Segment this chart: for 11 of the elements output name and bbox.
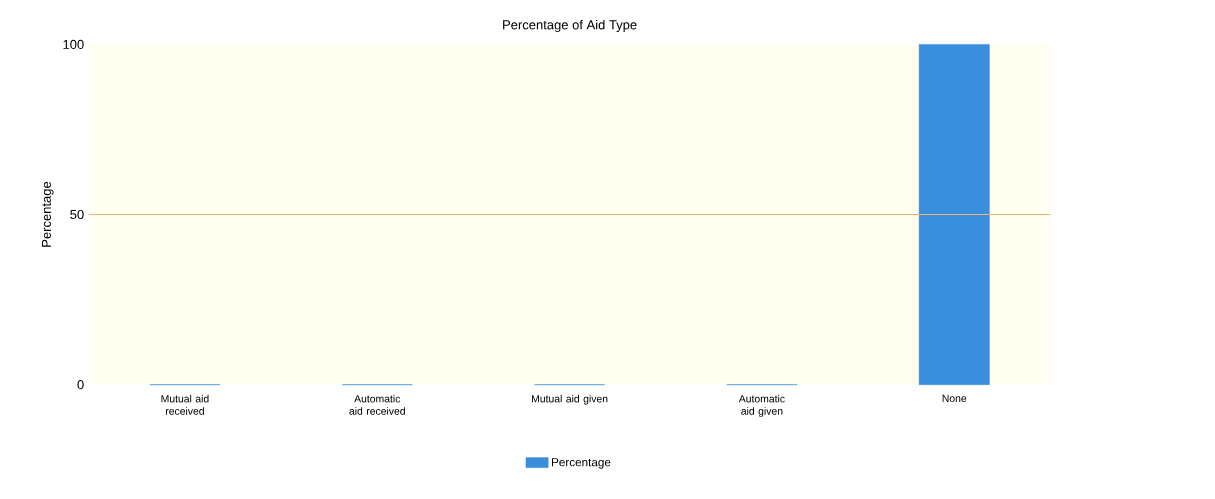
x-tick-label: Automatic aid received (349, 394, 405, 415)
x-tick-label: Mutual aid given (532, 394, 608, 405)
y-tick-label: 0 (77, 379, 84, 390)
y-axis-title: Percentage (41, 181, 54, 247)
y-tick-label: 50 (70, 209, 84, 219)
x-tick-label: None (942, 394, 967, 402)
y-tick-label: 100 (63, 39, 84, 49)
x-tick-label: Automatic aid given (738, 394, 785, 417)
x-tick-label: Mutual aid received (161, 394, 209, 415)
legend-label: Percentage (551, 458, 611, 469)
chart-title: Percentage of Aid Type (503, 19, 637, 32)
